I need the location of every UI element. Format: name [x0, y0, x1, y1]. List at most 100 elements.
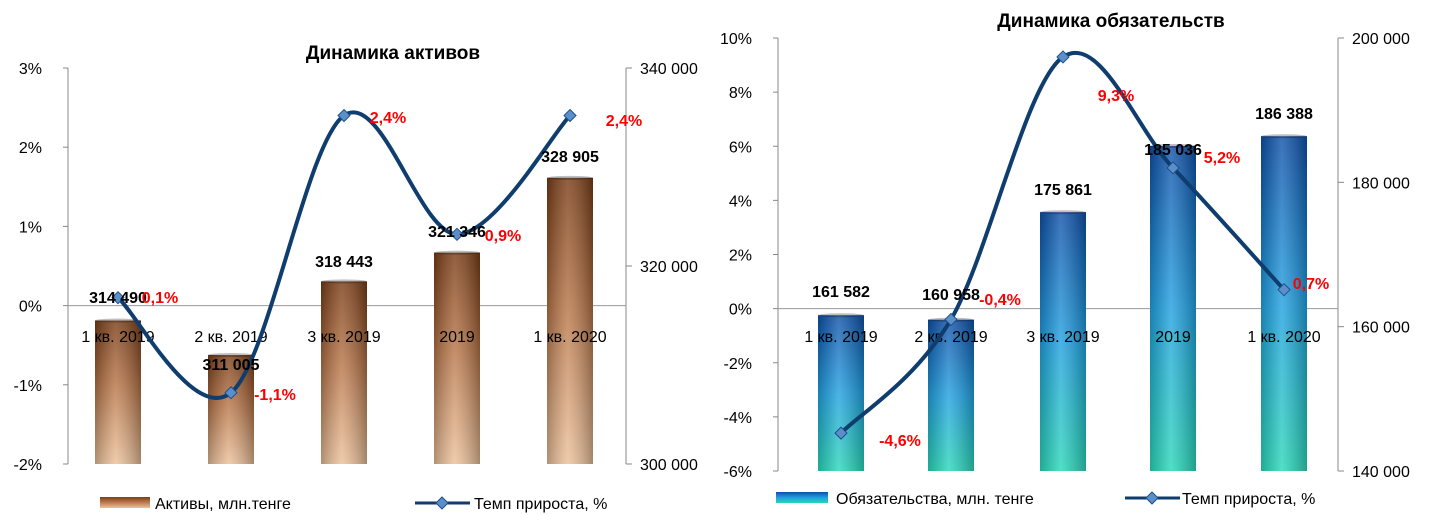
bar-top: [434, 250, 480, 255]
bar-top: [1150, 143, 1196, 148]
category-labels: 1 кв. 2019 2 кв. 2019 3 кв. 2019 2019 1 кв. …: [804, 329, 1320, 346]
growth-marker: [450, 227, 464, 242]
growth-value-label: 9,3%: [1098, 88, 1134, 105]
left-tick-label: 0%: [19, 299, 42, 316]
value-labels: 161 582 160 958 175 861 185 036 186 388: [812, 106, 1313, 304]
legend: Обязательства, млн. тенге Темп прироста,…: [776, 491, 1315, 508]
growth-value-label: 2,4%: [370, 110, 406, 127]
left-tick-label: 6%: [729, 139, 752, 156]
growth-marker: [111, 290, 125, 305]
bar-shading: [818, 315, 864, 471]
category-label: 3 кв. 2019: [307, 329, 380, 346]
growth-marker: [1166, 161, 1180, 175]
growth-value-label: 0,7%: [1293, 276, 1329, 293]
category-label: 2019: [1155, 329, 1191, 346]
left-tick-label: -2%: [724, 356, 752, 373]
left-tick-label: 1%: [19, 219, 42, 236]
legend-bar-swatch: [100, 497, 150, 508]
right-tick-label: 200 000: [1352, 31, 1410, 48]
legend-bar-label: Обязательства, млн. тенге: [836, 491, 1034, 508]
bar-top: [1040, 210, 1086, 215]
growth-marker: [337, 108, 351, 123]
bar-value-label: 311 005: [203, 357, 260, 374]
legend-line-label: Темп прироста, %: [1182, 491, 1315, 508]
bar-shading: [321, 281, 367, 464]
growth-marker: [224, 386, 238, 400]
bar-top: [208, 353, 254, 358]
category-label: 2 кв. 2019: [914, 329, 987, 346]
growth-line: [834, 50, 1291, 440]
bar-value-label: 318 443: [315, 254, 373, 271]
left-tick-label: 3%: [19, 61, 42, 78]
growth-labels: 0,1% -1,1% 2,4% 0,9% 2,4%: [142, 110, 642, 404]
assets-chart: Динамика активов -2% -1% 0% 1% 2% 3% 300 000 32…: [14, 43, 698, 513]
left-tick-label: 4%: [729, 193, 752, 210]
growth-value-label: -1,1%: [254, 387, 296, 404]
bars: [818, 134, 1307, 471]
legend-marker-icon: [1145, 491, 1159, 505]
right-tick-label: 180 000: [1352, 175, 1410, 192]
chart-title: Динамика обязательств: [997, 11, 1224, 32]
growth-marker: [834, 426, 848, 440]
growth-value-label: 0,9%: [485, 228, 521, 245]
growth-marker: [1056, 50, 1070, 64]
chart-title: Динамика активов: [306, 43, 480, 64]
right-tick-label: 340 000: [640, 61, 698, 78]
left-tick-label: 8%: [729, 85, 752, 102]
bar-shading: [1040, 212, 1086, 471]
bar-value-label: 161 582: [812, 284, 870, 301]
category-label: 1 кв. 2019: [804, 329, 877, 346]
growth-line: [111, 108, 577, 400]
growth-value-label: 2,4%: [606, 113, 642, 130]
bar-value-label: 328 905: [541, 149, 599, 166]
growth-value-label: 0,1%: [142, 290, 178, 307]
bar-value-label: 160 958: [922, 287, 980, 304]
left-tick-label: -2%: [14, 457, 42, 474]
legend: Активы, млн.тенге Темп прироста, %: [100, 496, 607, 513]
growth-marker: [944, 312, 958, 327]
bar-top: [321, 279, 367, 284]
growth-value-label: -0,4%: [979, 292, 1021, 309]
growth-value-label: 5,2%: [1204, 150, 1240, 167]
left-tick-label: 0%: [729, 302, 752, 319]
right-tick-label: 160 000: [1352, 320, 1410, 337]
bar-shading: [434, 252, 480, 464]
legend-line-label: Темп прироста, %: [474, 496, 607, 513]
bar-value-label: 175 861: [1034, 182, 1092, 199]
category-label: 3 кв. 2019: [1026, 329, 1099, 346]
right-tick-label: 320 000: [640, 259, 698, 276]
legend-bar-label: Активы, млн.тенге: [155, 496, 291, 513]
bar-top: [818, 313, 864, 318]
category-label: 2019: [439, 329, 475, 346]
growth-labels: -4,6% -0,4% 9,3% 5,2% 0,7%: [879, 88, 1329, 450]
category-label: 1 кв. 2020: [533, 329, 606, 346]
liabilities-chart: Динамика обязательств -6% -4% -2% 0% 2% 4% 6% 8…: [720, 11, 1410, 508]
category-labels: 1 кв. 2019 2 кв. 2019 3 кв. 2019 2019 1 кв. …: [81, 329, 606, 346]
growth-value-label: -4,6%: [879, 433, 921, 450]
left-tick-label: -1%: [14, 378, 42, 395]
bar-top: [547, 175, 593, 180]
axes: -6% -4% -2% 0% 2% 4% 6% 8% 10% 140 000 160 000 180 …: [720, 31, 1410, 481]
category-label: 1 кв. 2019: [81, 329, 154, 346]
bar-shading: [1150, 145, 1196, 471]
bar-shading: [95, 320, 141, 464]
category-label: 2 кв. 2019: [194, 329, 267, 346]
bar-value-label: 314 490: [89, 290, 147, 307]
left-tick-label: 2%: [729, 248, 752, 265]
bar-shading: [547, 177, 593, 464]
left-tick-label: 10%: [720, 31, 752, 48]
category-label: 1 кв. 2020: [1247, 329, 1320, 346]
legend-bar-swatch: [776, 492, 828, 503]
growth-marker: [1277, 282, 1291, 297]
bar-shading: [1261, 136, 1307, 471]
bar-value-label: 185 036: [1144, 142, 1202, 159]
growth-marker: [563, 108, 577, 123]
left-tick-label: -6%: [724, 464, 752, 481]
bar-top: [1261, 134, 1307, 139]
right-tick-label: 140 000: [1352, 464, 1410, 481]
bar-top: [95, 318, 141, 323]
legend-marker-icon: [435, 496, 449, 510]
value-labels: 314 490 311 005 318 443 321 346 328 905: [89, 149, 599, 374]
axes: -2% -1% 0% 1% 2% 3% 300 000 320 000 340 000: [14, 61, 698, 474]
